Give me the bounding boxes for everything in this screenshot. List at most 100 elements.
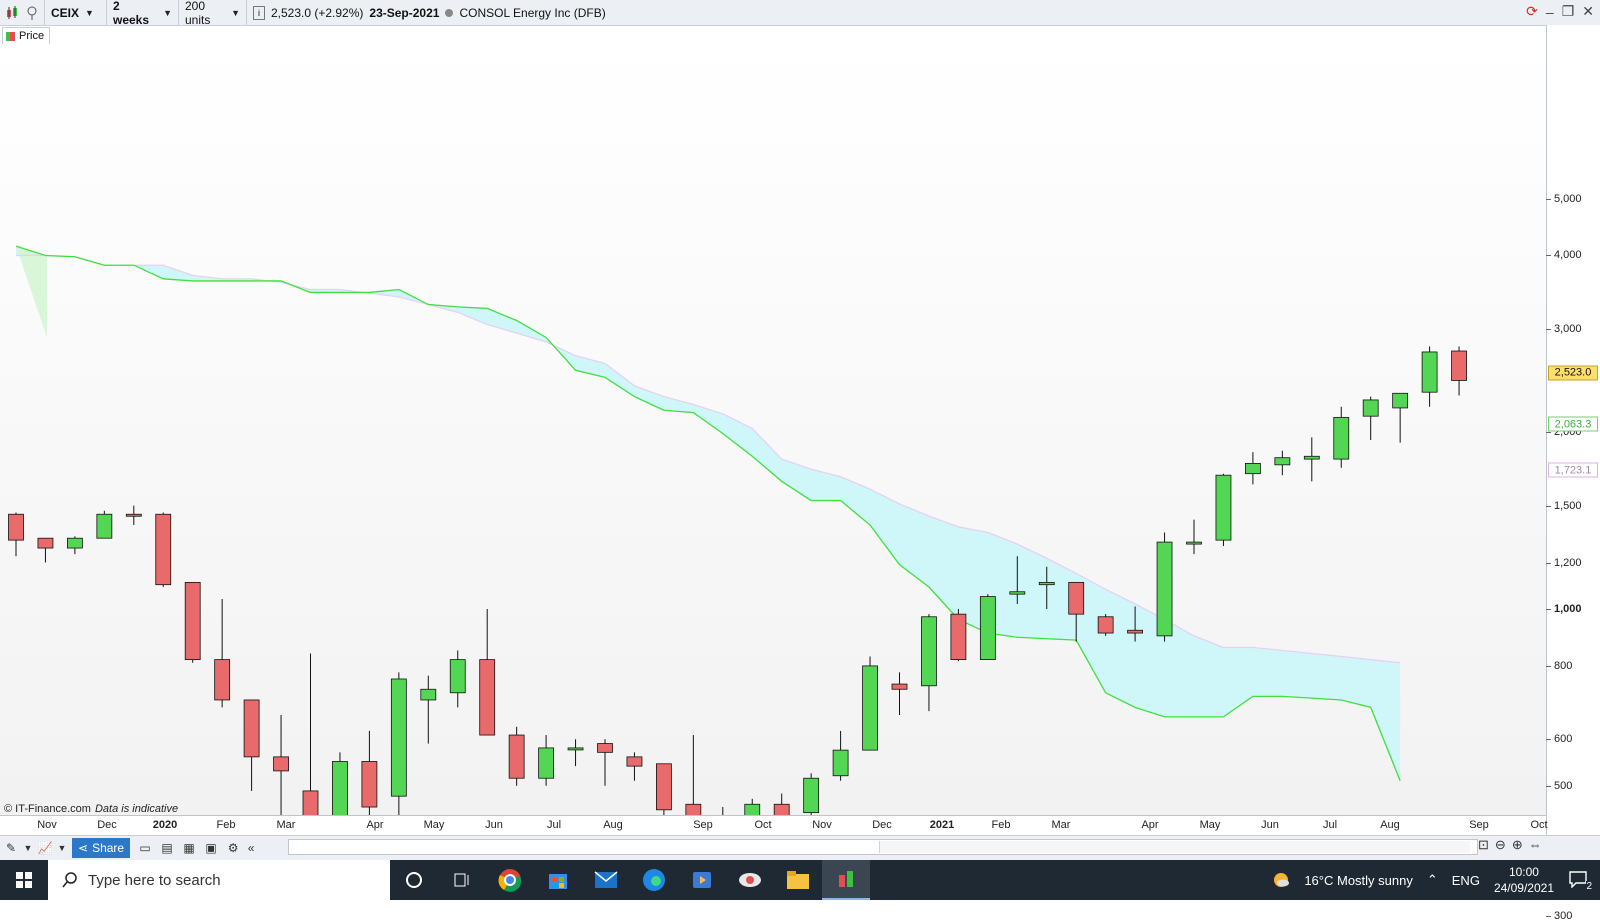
symbol-select[interactable]: CEIX ▼ <box>45 0 107 25</box>
settings-icon[interactable]: ⚙ <box>227 841 239 855</box>
x-tick-label: Apr <box>366 819 384 831</box>
minimize-icon[interactable]: – <box>1545 3 1554 20</box>
candle <box>449 650 466 708</box>
candle-body <box>125 513 142 517</box>
candle <box>1127 606 1143 642</box>
interval-select[interactable]: 2 weeks ▼ <box>107 0 179 27</box>
x-tick-label: Nov <box>37 819 57 831</box>
y-tick-label: 4,000 <box>1554 249 1582 262</box>
weather-text[interactable]: 16°C Mostly sunny <box>1304 872 1413 888</box>
candle <box>979 594 996 661</box>
candle <box>390 672 407 815</box>
taskbar-search-box[interactable]: Type here to search <box>48 860 390 900</box>
x-tick-label: Aug <box>1380 819 1400 831</box>
candle-body <box>243 699 260 758</box>
close-icon[interactable]: ✕ <box>1582 3 1594 19</box>
candles <box>8 346 1467 815</box>
grid-icon[interactable]: ▦ <box>183 841 195 855</box>
scroll-left-fast-icon[interactable]: « <box>247 841 255 855</box>
candle-body <box>155 513 172 586</box>
window-icon[interactable]: ▣ <box>205 841 217 855</box>
x-tick-label: Jun <box>485 819 503 831</box>
chevron-down-icon[interactable]: ▼ <box>23 843 33 853</box>
price-legend[interactable]: Price <box>2 27 51 45</box>
notifications-icon[interactable]: 2 <box>1568 870 1592 892</box>
candle-body <box>1097 616 1114 634</box>
candle <box>361 730 378 815</box>
refresh-icon[interactable]: ⟳ <box>1526 3 1538 19</box>
x-tick-label: Sep <box>1469 819 1489 831</box>
units-select[interactable]: 200 units ▼ <box>179 0 247 27</box>
file-explorer-icon[interactable] <box>774 860 822 900</box>
candle <box>722 807 724 815</box>
language-indicator[interactable]: ENG <box>1451 872 1480 888</box>
snip-tool-icon[interactable] <box>726 860 774 900</box>
candle <box>567 739 584 767</box>
windows-start-icon[interactable] <box>0 860 48 900</box>
candle-body <box>744 803 761 815</box>
y-tick-label: 1,500 <box>1554 499 1582 512</box>
x-tick-label: Mar <box>276 819 296 831</box>
candle-body <box>538 747 554 779</box>
store-icon[interactable] <box>534 860 582 900</box>
chevron-down-icon[interactable]: ▼ <box>57 843 67 853</box>
y-tick <box>1546 916 1551 918</box>
restore-icon[interactable]: ❐ <box>1561 3 1575 19</box>
candle <box>243 699 260 791</box>
x-tick-label: Aug <box>603 819 623 831</box>
candle <box>597 739 613 786</box>
zoom-fit-icon[interactable]: ⊡ <box>1478 837 1489 852</box>
zoom-out-icon[interactable]: ⊖ <box>1494 837 1506 852</box>
y-tick-label: 3,000 <box>1554 322 1582 335</box>
taskbar-clock[interactable]: 10:00 24/09/2021 <box>1494 864 1554 896</box>
info-icon[interactable]: i <box>253 5 265 20</box>
trading-app-icon[interactable] <box>822 860 870 900</box>
candle <box>1421 346 1438 407</box>
candle-body <box>1451 350 1467 381</box>
template-icon[interactable]: ▤ <box>161 841 173 855</box>
time-axis[interactable] <box>0 815 1546 836</box>
share-button[interactable]: ⋖ Share <box>72 838 131 858</box>
y-tick <box>1546 255 1551 257</box>
candle <box>184 581 201 663</box>
tray-chevron-up-icon[interactable]: ⌃ <box>1426 872 1438 887</box>
scrollbar-thumb[interactable] <box>879 841 1470 853</box>
zoom-reset-icon[interactable]: ⇔ <box>1528 837 1542 852</box>
edge-icon[interactable] <box>630 860 678 900</box>
y-tick <box>1546 665 1551 667</box>
x-tick-label: Jul <box>546 819 562 831</box>
chart-scrollbar[interactable] <box>288 839 1478 855</box>
clock-time: 10:00 <box>1508 865 1539 879</box>
search-icon <box>62 872 77 888</box>
candle-body <box>1068 581 1085 615</box>
candle-body <box>361 761 378 808</box>
weather-sun-icon[interactable] <box>1272 871 1290 889</box>
interval-label: 2 weeks <box>113 0 150 27</box>
task-view-icon[interactable] <box>438 860 486 900</box>
x-tick-label: May <box>423 819 445 831</box>
candle-body <box>1038 581 1055 586</box>
cortana-icon[interactable] <box>390 860 438 900</box>
zoom-in-icon[interactable]: ⊕ <box>1511 837 1523 852</box>
candlestick-chart[interactable] <box>0 44 1546 815</box>
candle <box>1068 581 1085 642</box>
candle-body <box>508 734 525 779</box>
candle-body <box>1127 629 1143 634</box>
candle-body <box>1156 541 1173 637</box>
y-tick <box>1546 432 1551 434</box>
media-player-icon[interactable] <box>678 860 726 900</box>
data-credit: © IT-Finance.com Data is indicative <box>4 803 178 815</box>
chrome-icon[interactable] <box>486 860 534 900</box>
candle-body <box>420 688 437 701</box>
clock-date: 24/09/2021 <box>1493 881 1554 895</box>
drawing-tools-icon[interactable]: ✎ <box>5 841 17 855</box>
chart-type-button[interactable] <box>0 0 45 25</box>
y-tick-label: 5,000 <box>1554 192 1582 205</box>
indicators-icon[interactable]: 📈 <box>37 841 53 855</box>
candle <box>273 714 289 815</box>
mail-icon[interactable] <box>582 860 630 900</box>
y-tick <box>1546 609 1551 610</box>
candle-body <box>950 613 967 661</box>
candle <box>1186 519 1202 555</box>
comment-icon[interactable]: ▭ <box>139 841 151 855</box>
